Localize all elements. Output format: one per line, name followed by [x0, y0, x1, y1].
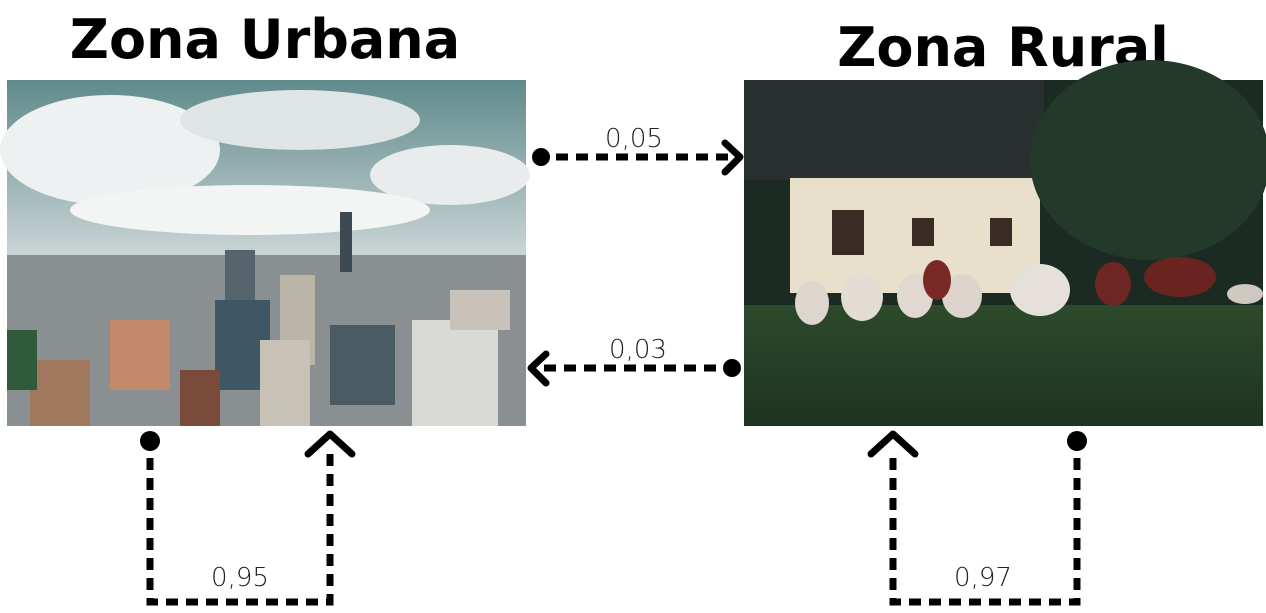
- edge-label: 0,03: [609, 335, 667, 365]
- city-image: [0, 80, 530, 426]
- diagram: Zona Urbana Zona Rural: [0, 0, 1266, 613]
- edge-label: 0,95: [211, 563, 269, 593]
- node-title: Zona Urbana: [70, 8, 460, 71]
- edge-label: 0,05: [605, 124, 663, 154]
- farm-image: [744, 60, 1266, 426]
- edge-label: 0,97: [954, 563, 1012, 593]
